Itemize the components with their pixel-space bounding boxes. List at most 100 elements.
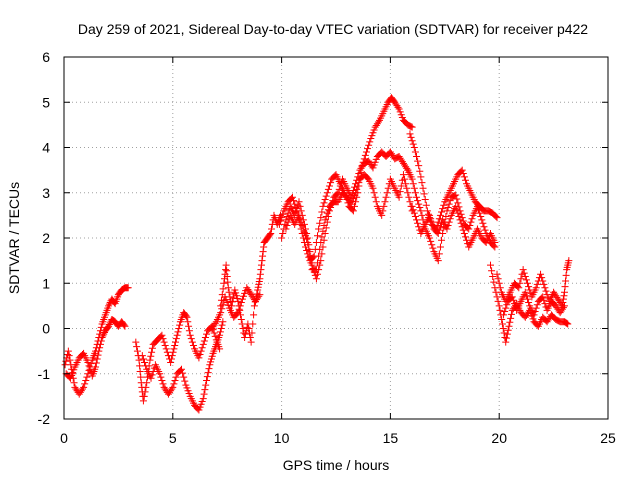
data-point (93, 355, 101, 363)
data-point (315, 225, 323, 233)
data-point (98, 334, 106, 342)
data-point (65, 352, 73, 360)
data-point (381, 198, 389, 206)
data-point (96, 340, 104, 348)
data-point (82, 377, 90, 385)
data-point (224, 278, 232, 286)
data-point (219, 318, 227, 326)
data-point (105, 322, 113, 330)
data-point (137, 373, 145, 381)
data-point (217, 325, 225, 332)
data-point (476, 209, 484, 217)
data-point (250, 302, 258, 310)
data-point (133, 347, 141, 355)
data-point (298, 222, 306, 230)
data-point (559, 295, 567, 303)
data-point (319, 227, 327, 235)
data-point (92, 363, 100, 371)
data-point (498, 320, 506, 328)
data-point (157, 373, 165, 381)
data-point (516, 279, 524, 287)
data-point (366, 138, 374, 146)
data-point (468, 215, 476, 223)
data-point (560, 288, 568, 296)
data-point (426, 211, 434, 219)
x-tick-label: 5 (169, 430, 177, 446)
data-point (490, 278, 498, 286)
data-point (507, 310, 515, 318)
data-point (333, 190, 341, 198)
data-point (422, 201, 430, 209)
data-point (187, 335, 195, 343)
data-point (525, 298, 533, 306)
series-track-i (282, 171, 416, 274)
data-point (143, 379, 151, 387)
data-point (105, 300, 113, 308)
data-point (85, 362, 93, 370)
data-point (185, 327, 193, 335)
data-point (183, 313, 191, 321)
data-point (506, 318, 514, 326)
data-point (80, 383, 88, 391)
data-point (560, 302, 568, 310)
data-point (429, 244, 437, 252)
data-point (200, 337, 208, 345)
data-point (185, 322, 193, 330)
data-point (493, 293, 501, 301)
data-point (324, 206, 332, 214)
data-point (159, 380, 167, 388)
data-point (202, 381, 210, 389)
data-point (532, 304, 540, 312)
data-point (325, 182, 333, 190)
data-point (370, 189, 378, 197)
data-point (170, 345, 178, 353)
data-point (312, 275, 320, 283)
data-point (96, 344, 104, 352)
data-point (467, 218, 475, 226)
data-point (455, 213, 463, 221)
data-point (306, 252, 314, 260)
data-point (299, 225, 307, 233)
data-point (374, 118, 382, 126)
x-tick-label: 15 (383, 430, 399, 446)
data-point (203, 377, 211, 385)
data-point (64, 351, 72, 359)
data-point (141, 358, 149, 366)
data-point (494, 275, 502, 283)
data-point (283, 222, 291, 230)
data-point (156, 370, 164, 378)
data-point (268, 225, 276, 233)
data-point (522, 276, 530, 284)
data-point (278, 214, 286, 222)
data-point (258, 257, 266, 265)
data-point (415, 162, 423, 170)
data-point (256, 275, 264, 283)
data-point (78, 385, 86, 393)
data-point (461, 176, 469, 184)
data-point (317, 239, 325, 247)
data-point (220, 279, 228, 287)
data-point (312, 266, 320, 274)
data-point (178, 365, 186, 373)
data-point (314, 270, 322, 278)
data-point (204, 369, 212, 377)
data-point (416, 167, 424, 175)
data-point (267, 229, 275, 237)
data-point (314, 232, 322, 240)
data-point (172, 335, 180, 343)
data-point (362, 148, 370, 156)
data-point (496, 284, 504, 292)
data-point (459, 170, 467, 178)
data-point (410, 184, 418, 192)
data-point (379, 207, 387, 215)
data-point (97, 323, 105, 331)
data-point (81, 380, 89, 388)
data-point (500, 329, 508, 337)
data-point (461, 233, 469, 241)
data-point (499, 325, 507, 332)
data-point (148, 344, 156, 352)
data-point (481, 226, 489, 234)
data-point (233, 310, 241, 318)
data-point (203, 373, 211, 381)
data-point (189, 341, 197, 349)
